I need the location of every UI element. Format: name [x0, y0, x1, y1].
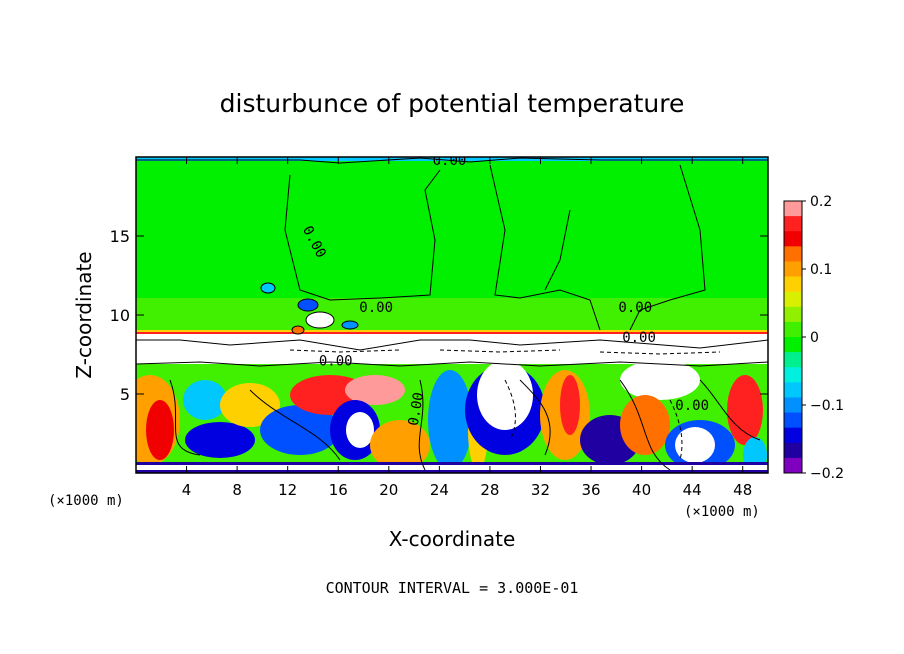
ground-band-white — [136, 465, 768, 470]
blob — [560, 375, 580, 435]
z-tick-label: 10 — [110, 306, 130, 325]
x-tick-label: 36 — [581, 481, 600, 499]
plot-area: 0.000.000.00 0.000.000.000.00 0.00 — [136, 153, 768, 473]
x-tick-label: 28 — [480, 481, 499, 499]
x-tick-label: 48 — [733, 481, 752, 499]
x-tick-label: 32 — [531, 481, 550, 499]
transition-line-red — [136, 332, 768, 334]
colorbar-segment — [784, 306, 802, 323]
contour-label: 0.00 — [433, 153, 467, 169]
colorbar-segment — [784, 382, 802, 398]
blob — [220, 383, 280, 427]
contour-label: 0.00 — [319, 354, 353, 370]
blob — [675, 427, 715, 463]
colorbar-tick-label: −0.1 — [810, 398, 844, 414]
x-tick-label: 44 — [683, 481, 702, 499]
blob — [183, 380, 227, 420]
colorbar-segment — [784, 291, 802, 308]
blob — [146, 400, 174, 460]
colorbar-segment — [784, 367, 802, 383]
colorbar-segment — [784, 276, 802, 293]
x-tick-label: 24 — [430, 481, 449, 499]
contour-label: 0.00 — [618, 300, 652, 316]
colorbar-segment — [784, 216, 802, 232]
contour-label: 0.00 — [622, 330, 656, 346]
x-unit-label-left: (×1000 m) — [48, 493, 124, 509]
z-tick-label: 5 — [120, 385, 130, 404]
colorbar-tick-label: 0.1 — [810, 262, 832, 278]
x-tick-label: 16 — [329, 481, 348, 499]
cloud-fragment — [297, 298, 319, 312]
lighter-band-field — [136, 298, 768, 332]
z-axis-label: Z-coordinate — [72, 251, 96, 378]
x-tick-label: 8 — [232, 481, 242, 499]
colorbar-segment — [784, 427, 802, 444]
colorbar-segment — [784, 231, 802, 247]
blob — [620, 395, 670, 455]
blob — [345, 375, 405, 405]
x-unit-label-right: (×1000 m) — [684, 504, 760, 520]
colorbar-tick-label: −0.2 — [810, 466, 844, 482]
x-axis: 4 8 12 16 20 24 28 32 36 40 44 48 — [182, 157, 752, 499]
top-contour — [136, 157, 768, 164]
colorbar — [783, 200, 803, 474]
x-axis-label: X-coordinate — [389, 527, 516, 551]
colorbar-segment — [784, 352, 802, 368]
colorbar-segment — [784, 201, 802, 217]
chart-title: disturbunce of potential temperature — [220, 89, 685, 118]
contour-interval-note: CONTOUR INTERVAL = 3.000E-01 — [326, 579, 579, 597]
dashed-contour-lines — [289, 349, 721, 461]
turbulent-layer — [136, 360, 768, 473]
colorbar-segment — [784, 337, 802, 353]
inversion-band — [136, 334, 768, 364]
contour-label: 0.00 — [675, 398, 709, 414]
top-strip-field — [136, 157, 768, 161]
z-tick-label: 15 — [110, 227, 130, 246]
transition-line-yellow — [136, 330, 768, 332]
colorbar-segment — [784, 397, 802, 414]
cloud-fragment — [305, 311, 335, 329]
blob — [370, 420, 430, 470]
z-axis: 5 10 15 — [110, 227, 768, 404]
colorbar-segment — [784, 321, 802, 338]
colorbar-tick-label: 0.2 — [810, 194, 832, 210]
colorbar-segment — [784, 246, 802, 262]
colorbar-segment — [784, 412, 802, 429]
x-tick-label: 20 — [379, 481, 398, 499]
colorbar-segment — [784, 442, 802, 459]
x-tick-label: 40 — [632, 481, 651, 499]
cloud-fragment — [341, 320, 359, 330]
x-tick-label: 12 — [278, 481, 297, 499]
blob — [185, 422, 255, 458]
cloud-fragment — [291, 325, 305, 335]
blob — [260, 405, 340, 455]
colorbar-segment — [784, 457, 802, 474]
contour-lines — [136, 164, 768, 471]
blob — [727, 375, 763, 445]
colorbar-ticks: 0.2 0.1 0 −0.1 −0.2 — [802, 194, 844, 482]
x-tick-label: 4 — [182, 481, 192, 499]
blob — [477, 360, 533, 430]
colorbar-tick-label: 0 — [810, 330, 819, 346]
contour-label: 0.00 — [406, 391, 428, 427]
blob — [346, 412, 374, 448]
cloud-fragment — [260, 282, 276, 294]
blob — [620, 360, 700, 400]
contour-label: 0.00 — [359, 300, 393, 316]
blob — [428, 370, 472, 470]
colorbar-segment — [784, 261, 802, 278]
